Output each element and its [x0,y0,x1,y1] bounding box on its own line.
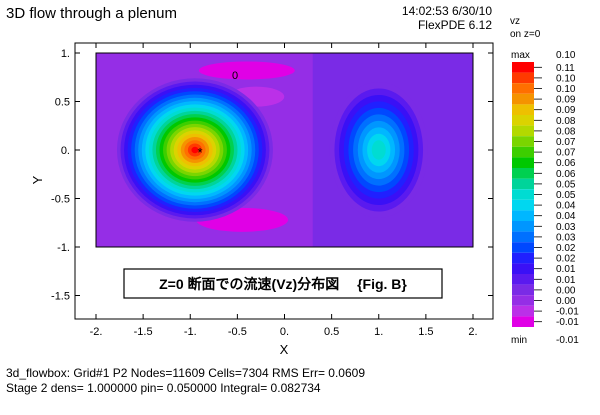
legend-value: 0.04 [556,201,576,212]
y-tick-label: 0.5 [55,97,70,109]
legend-swatch [512,316,534,327]
y-tick-label: -1.5 [51,291,70,303]
legend-value: 0.07 [556,137,576,148]
legend-min-label: min [511,335,527,346]
x-tick-label: -1. [184,326,197,338]
legend-value: 0.05 [556,179,576,190]
legend-value: 0.01 [556,264,576,275]
tick-layer: -2. -1.5 -1. -0.5 0. 0.5 1. 1.5 2. 1. 0.5 0. -0.5 -1.… [51,43,493,338]
legend-value: 0.03 [556,232,576,243]
legend-value: -0.01 [556,307,579,318]
x-tick-label: -0.5 [228,326,247,338]
legend-swatch [512,125,534,137]
legend-value: 0.05 [556,190,576,201]
caption: Z=0 断面での流速(Vz)分布図 {Fig. B} [159,276,407,292]
legend-max-value: 0.10 [556,50,576,61]
legend-swatch [512,136,534,147]
y-tick-label: 0. [61,145,70,157]
x-tick-label: -2. [90,326,103,338]
legend-value: 0.08 [556,116,576,127]
legend-swatch [512,305,534,317]
min-lobe [198,61,295,80]
legend-value: 0.02 [556,243,576,254]
legend-swatch [512,210,534,221]
caption-box [123,268,443,299]
x-tick-label: 1.5 [418,326,433,338]
footer-stats-line1: 3d_flowbox: Grid#1 P2 Nodes=11609 Cells=… [6,366,365,380]
legend-value: 0.01 [556,275,576,286]
legend-swatch [512,157,534,168]
legend-swatch [512,178,534,190]
legend-max-label: max [511,50,530,61]
footer-stats-line2: Stage 2 dens= 1.000000 pin= 0.050000 Int… [6,381,321,395]
legend-swatch [512,115,534,126]
contour-band [371,140,386,160]
legend-value: 0.04 [556,211,576,222]
legend-min-value: -0.01 [556,335,579,346]
legend-value: -0.01 [556,317,579,328]
legend-variable: vz [510,16,520,27]
legend-swatch [512,189,534,200]
legend-value: 0.09 [556,105,576,116]
software-version: FlexPDE 6.12 [417,18,492,32]
x-axis-title: X [280,342,289,357]
legend-swatch [512,62,534,73]
timestamp: 14:02:53 6/30/10 [401,4,492,18]
peak-marker: * [197,145,202,160]
flow-field [96,53,473,247]
legend-subtitle: on z=0 [510,29,541,40]
legend-value: 0.07 [556,148,576,159]
legend-swatch [512,274,534,285]
legend-value: 0.09 [556,95,576,106]
legend-value: 0.10 [556,73,576,84]
legend-swatch [512,104,534,115]
legend-swatch [512,199,534,211]
x-tick-label: 0.5 [324,326,339,338]
x-tick-label: 2. [468,326,477,338]
legend-swatch [512,168,534,179]
legend-swatch [512,252,534,264]
legend-value: 0.08 [556,126,576,137]
legend-swatch [512,242,534,253]
domain-border [95,52,474,248]
x-tick-label: -1.5 [134,326,153,338]
legend-swatch [512,231,534,243]
legend-swatch [512,263,534,274]
legend-swatch [512,93,534,105]
legend-value: 0.06 [556,158,576,169]
y-tick-label: -1. [57,242,70,254]
legend-swatch [512,83,534,94]
x-tick-label: 1. [374,326,383,338]
legend-swatch [512,295,534,306]
legend-value: 0.00 [556,285,576,296]
legend-value: 0.11 [556,63,575,74]
legend-value: 0.10 [556,84,576,95]
legend-value: 0.03 [556,222,576,233]
legend-swatch [512,284,534,296]
legend-swatch [512,146,534,158]
legend-value: 0.06 [556,169,576,180]
legend-value: 0.02 [556,254,576,265]
legend-value: 0.00 [556,296,576,307]
x-tick-label: 0. [280,326,289,338]
y-tick-label: -0.5 [51,194,70,206]
legend-swatch [512,72,534,84]
legend-swatch [512,221,534,232]
contour-band [191,146,199,154]
legend-colorbar: 0.110.100.100.090.090.080.080.070.070.06… [512,62,579,328]
y-tick-label: 1. [61,48,70,60]
y-axis-title: Y [30,175,45,184]
plot-title: 3D flow through a plenum [6,5,177,22]
contour-label: 0 [232,70,238,82]
